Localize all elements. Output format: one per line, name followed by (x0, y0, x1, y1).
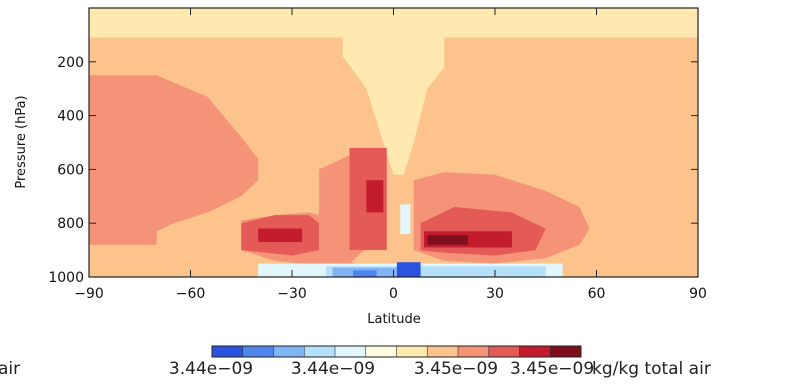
colorbar-swatch (242, 346, 274, 357)
heatmap-field (89, 8, 698, 277)
colorbar-swatch (519, 346, 551, 357)
colorbar-swatch (396, 346, 428, 357)
x-tick-label: −30 (277, 286, 307, 302)
heatmap-region-21 (400, 204, 411, 234)
colorbar-swatch (273, 346, 305, 357)
y-axis-label: Pressure (hPa) (14, 95, 29, 188)
x-tick-label: 0 (389, 286, 398, 302)
colorbar-swatch (212, 346, 244, 357)
x-tick-label: 60 (588, 286, 606, 302)
colorbar-swatch (304, 346, 336, 357)
colorbar-tick-label: 3.44e−09 (291, 359, 375, 379)
colorbar-swatch (488, 346, 520, 357)
colorbar-tick-label: 3.45e−09 (414, 359, 498, 379)
x-tick-label: 30 (486, 286, 504, 302)
colorbar-units: kg/kg total air (592, 359, 711, 379)
y-tick-label: 400 (57, 109, 84, 125)
heatmap-region-10 (366, 180, 384, 213)
heatmap-region-22 (582, 83, 698, 197)
x-axis-label: Latitude (367, 312, 421, 327)
colorbar-swatch (427, 346, 459, 357)
cropped-label-fragment: air (0, 359, 20, 379)
colorbar-swatch (335, 346, 367, 357)
y-axis: 200 400 600 800 1000 (48, 55, 698, 286)
y-tick-label: 800 (57, 216, 84, 232)
heatmap-region-2 (342, 8, 445, 175)
colorbar-swatch (365, 346, 397, 357)
colorbar-tick-label: 3.44e−09 (169, 359, 253, 379)
x-tick-label: 90 (689, 286, 707, 302)
colorbar (211, 345, 582, 358)
y-tick-label: 200 (57, 55, 84, 71)
y-tick-label: 1000 (48, 270, 84, 286)
x-tick-label: −90 (74, 286, 104, 302)
x-tick-label: −60 (176, 286, 206, 302)
heatmap-region-19 (352, 270, 377, 277)
heatmap-region-15 (427, 235, 468, 245)
colorbar-labels: 3.44e−09 3.44e−09 3.45e−09 3.45e−09 (169, 359, 594, 379)
colorbar-tick-label: 3.45e−09 (510, 359, 594, 379)
colorbar-swatch (458, 346, 490, 357)
heatmap-region-17 (325, 266, 546, 277)
heatmap-region-20 (396, 262, 421, 277)
x-axis: −90 −60 −30 0 30 60 90 (74, 8, 707, 302)
y-tick-label: 600 (57, 162, 84, 178)
colorbar-swatch (550, 346, 582, 357)
heatmap-region-5 (89, 88, 157, 245)
heatmap-region-11 (258, 228, 303, 243)
